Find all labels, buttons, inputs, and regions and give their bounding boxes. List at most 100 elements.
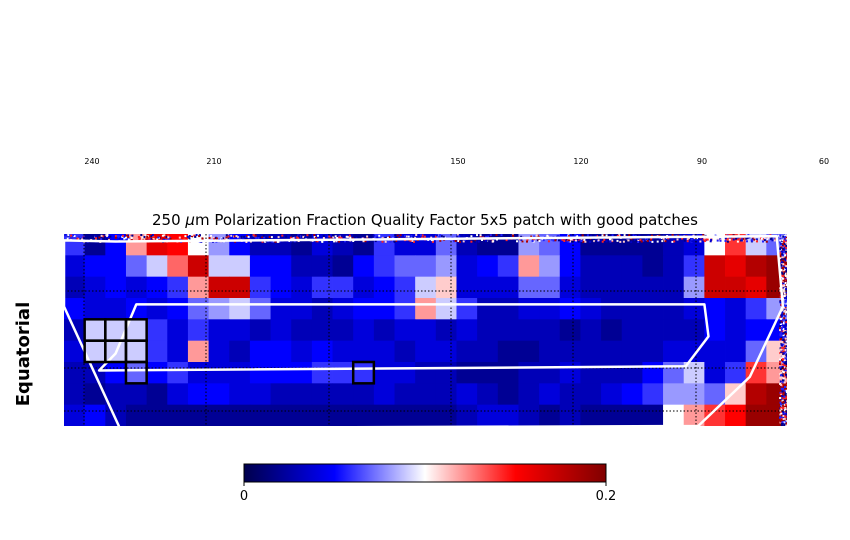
heatmap-cell (601, 276, 623, 299)
noise-pixel (783, 383, 786, 386)
heatmap-cell (270, 383, 292, 406)
noise-pixel (702, 234, 705, 237)
noise-pixel (533, 235, 536, 238)
noise-pixel (476, 236, 479, 238)
heatmap-cell (704, 255, 726, 278)
noise-pixel (348, 234, 351, 237)
heatmap-cell (621, 298, 643, 320)
noise-pixel (716, 239, 719, 242)
heatmap-cell (683, 276, 705, 299)
heatmap-cell (229, 255, 251, 278)
noise-pixel (779, 247, 782, 250)
noise-pixel (783, 345, 786, 348)
heatmap-cell (477, 298, 499, 320)
noise-pixel (260, 234, 263, 237)
noise-pixel (781, 407, 784, 410)
heatmap-cell (125, 276, 148, 299)
noise-pixel (407, 235, 410, 238)
noise-pixel (785, 244, 787, 247)
heatmap-cell (291, 319, 313, 342)
noise-pixel (316, 240, 319, 243)
noise-pixel (779, 323, 782, 325)
heatmap-cell (125, 362, 148, 384)
noise-pixel (233, 235, 236, 238)
noise-pixel (440, 235, 443, 238)
noise-pixel (784, 390, 787, 392)
noise-pixel (779, 289, 782, 292)
noise-pixel (786, 235, 787, 237)
noise-pixel (786, 276, 787, 279)
noise-pixel (575, 239, 577, 242)
noise-pixel (780, 274, 783, 277)
noise-pixel (786, 310, 787, 313)
noise-pixel (763, 239, 766, 242)
heatmap-cell (415, 255, 437, 278)
noise-pixel (779, 366, 782, 369)
heatmap-cell (683, 362, 705, 384)
noise-pixel (780, 361, 783, 364)
noise-pixel (167, 234, 170, 237)
heatmap-cell (167, 383, 189, 406)
noise-pixel (779, 398, 782, 401)
noise-pixel (780, 338, 782, 340)
noise-pixel (646, 240, 649, 242)
noise-pixel (746, 237, 749, 239)
noise-pixel (521, 240, 524, 243)
noise-pixel (780, 414, 783, 417)
noise-pixel (125, 236, 127, 239)
noise-pixel (191, 235, 193, 238)
noise-pixel (593, 240, 596, 243)
noise-pixel (782, 356, 785, 359)
noise-pixel (779, 329, 781, 332)
heatmap-cell (291, 276, 313, 299)
noise-pixel (333, 240, 336, 243)
noise-pixel (672, 239, 675, 242)
outer-region-outline (64, 234, 785, 426)
heatmap-cell (435, 276, 457, 299)
noise-pixel (588, 234, 591, 237)
noise-pixel (782, 418, 785, 420)
noise-pixel (277, 236, 280, 239)
heatmap-cell (456, 319, 478, 342)
noise-pixel (144, 238, 147, 241)
noise-pixel (786, 352, 787, 355)
noise-pixel (213, 238, 216, 241)
heatmap-cell (601, 298, 623, 320)
noise-pixel (481, 239, 483, 241)
noise-pixel (781, 311, 784, 314)
noise-pixel (70, 236, 73, 239)
heatmap-cell (353, 404, 375, 426)
noise-pixel (702, 238, 705, 241)
noise-pixel (780, 250, 783, 253)
heatmap-cell (518, 362, 540, 384)
noise-pixel (395, 236, 398, 239)
noise-pixel (785, 324, 787, 327)
heatmap-cell (394, 362, 416, 384)
noise-pixel (94, 235, 97, 238)
noise-pixel (786, 371, 787, 374)
heatmap-cell (311, 340, 333, 363)
heatmap-cell (415, 383, 437, 406)
noise-pixel (485, 235, 488, 238)
noise-pixel (783, 240, 786, 243)
noise-pixel (783, 245, 786, 248)
noise-pixel (781, 401, 784, 404)
noise-pixel (783, 403, 786, 406)
noise-pixel (782, 372, 784, 375)
heatmap-cell (435, 340, 457, 363)
heatmap-cell (539, 362, 561, 384)
noise-pixel (779, 257, 782, 260)
noise-pixel (640, 240, 643, 243)
noise-pixel (366, 235, 369, 238)
noise-pixel (782, 255, 785, 258)
heatmap-cell (559, 383, 581, 406)
noise-pixel (783, 399, 786, 402)
heatmap-cell (353, 383, 375, 406)
noise-pixel (163, 238, 165, 241)
noise-pixel (597, 239, 600, 242)
heatmap-cell (663, 276, 685, 299)
noise-pixel (384, 240, 387, 243)
noise-pixel (785, 279, 787, 282)
heatmap-cell (208, 362, 230, 384)
